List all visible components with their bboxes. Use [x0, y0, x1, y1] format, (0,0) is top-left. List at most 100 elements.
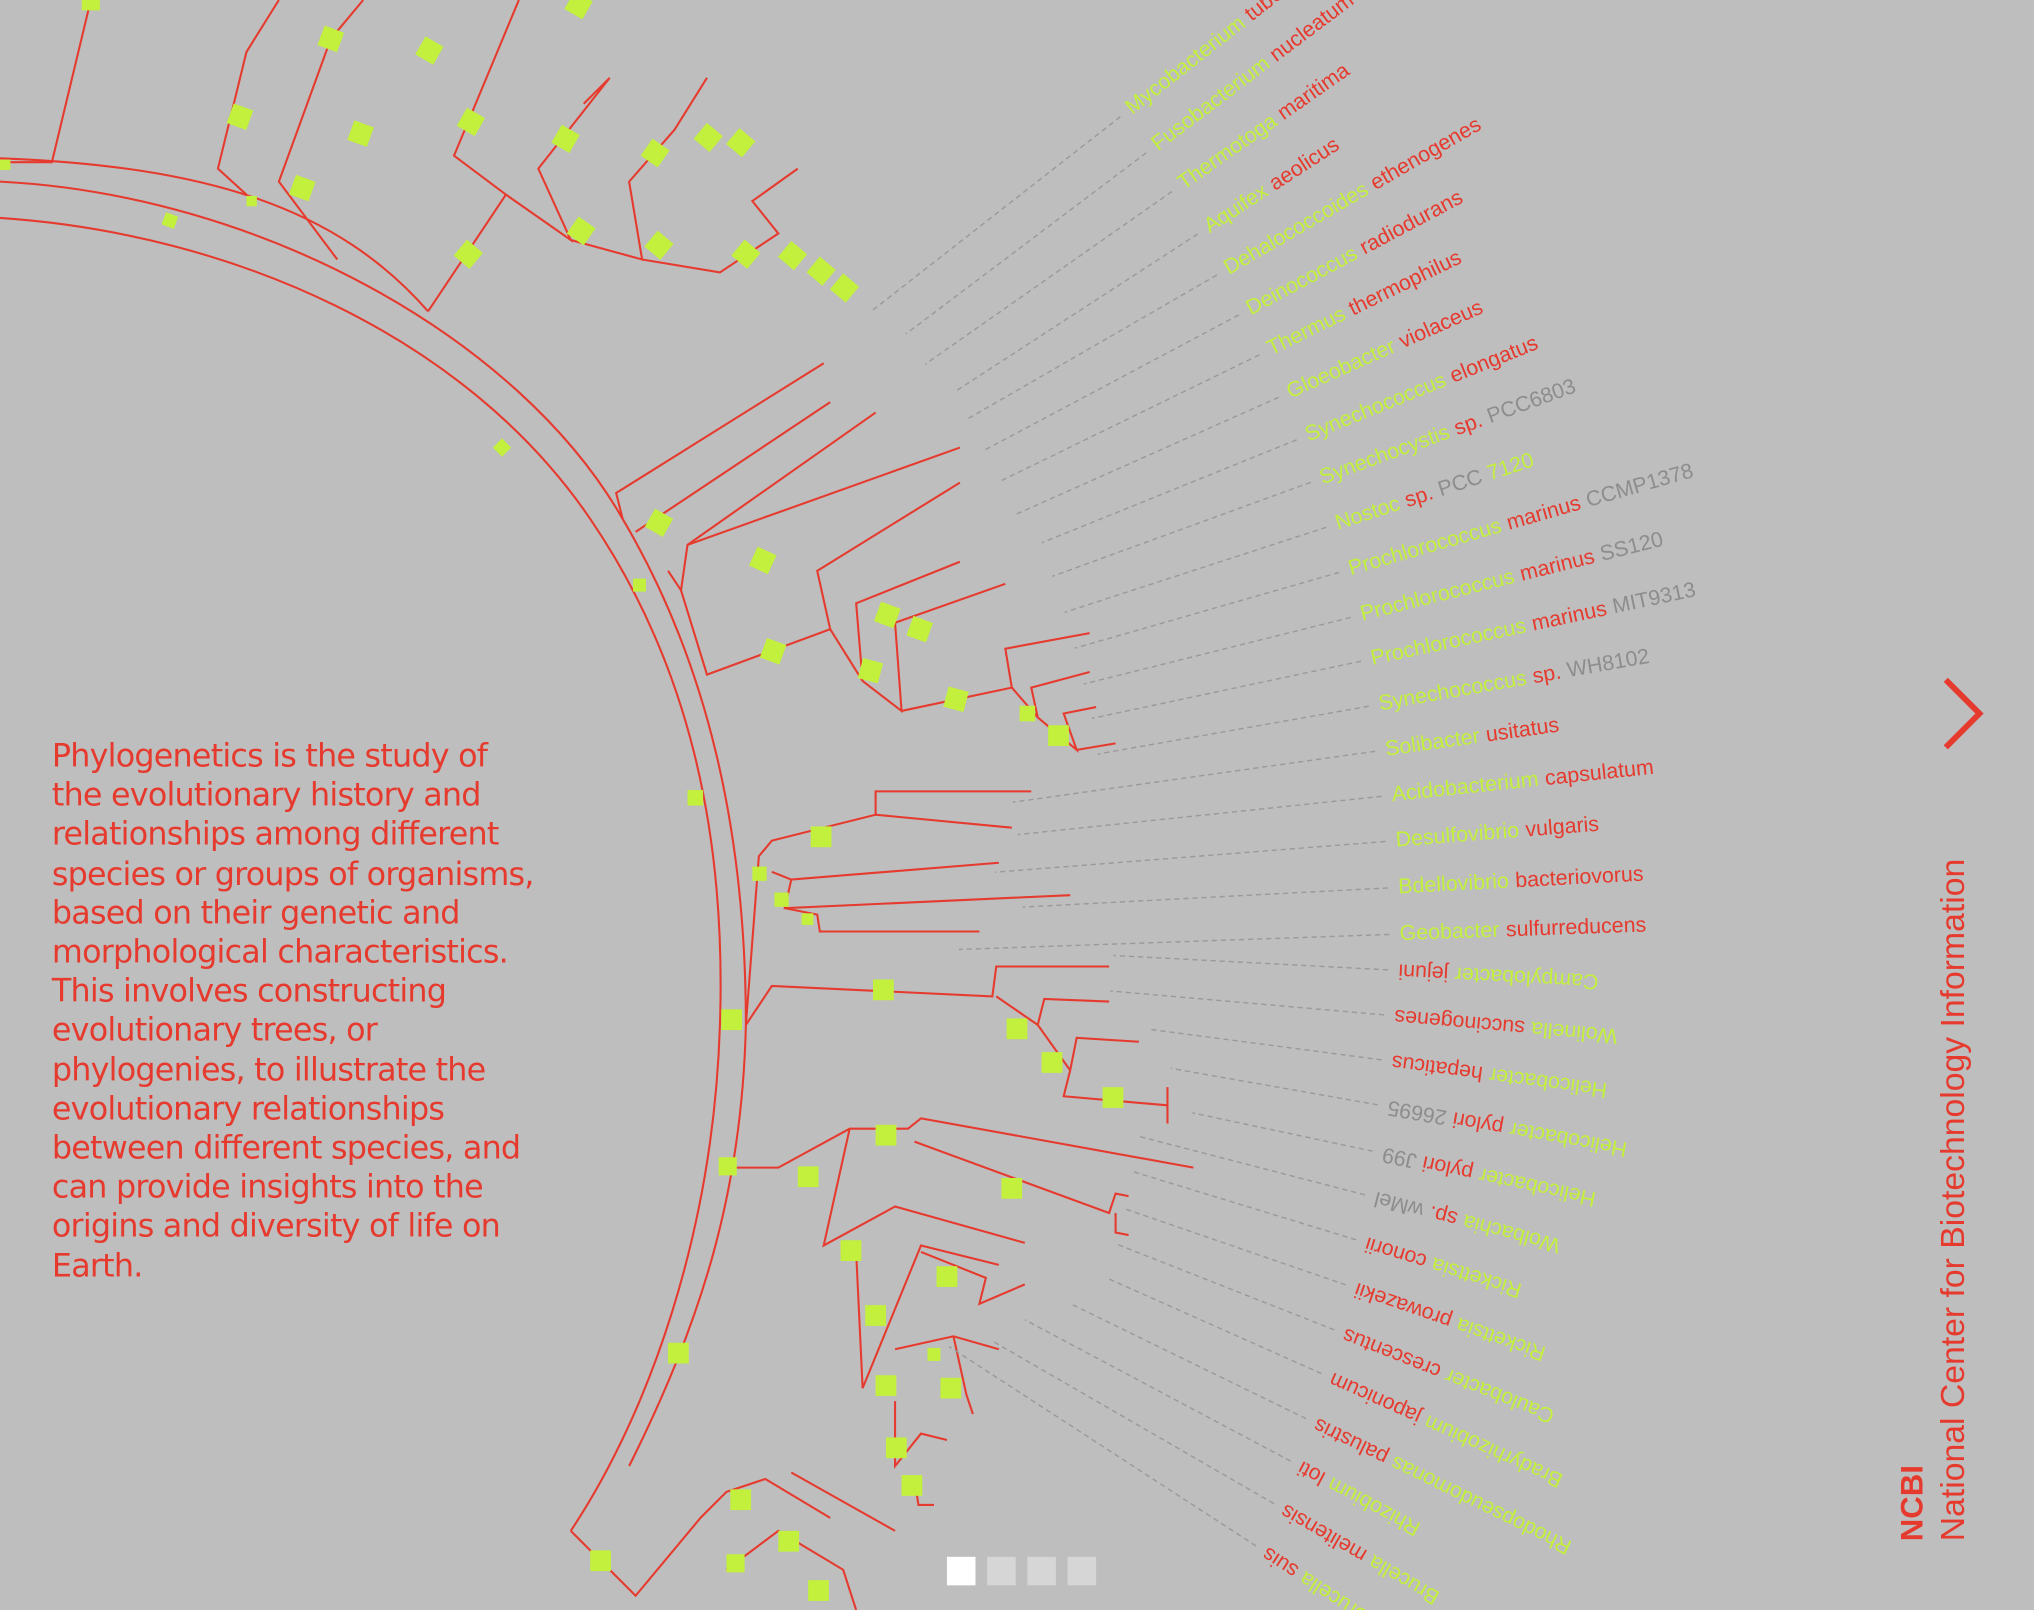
- species-genus: Nostoc: [1332, 491, 1403, 534]
- node-marker: [875, 1375, 897, 1396]
- species-label: Bdellovibrio bacteriovorus: [1398, 861, 1644, 898]
- species-species: japonicum: [1325, 1368, 1425, 1430]
- branch: [822, 1128, 1026, 1248]
- node-marker: [246, 195, 257, 207]
- leader-line: [990, 1339, 1275, 1505]
- species-species: marinus: [1504, 490, 1584, 534]
- species-genus: Prochlorococcus: [1358, 564, 1517, 626]
- leader-line: [1097, 705, 1369, 755]
- leader-line: [1122, 1207, 1346, 1286]
- leader-line: [1114, 1242, 1335, 1331]
- leader-line: [1064, 526, 1327, 614]
- branch: [680, 481, 961, 676]
- branch: [687, 446, 961, 546]
- node-marker: [721, 1009, 742, 1031]
- leader-line: [1170, 1067, 1378, 1106]
- branch: [1011, 671, 1090, 719]
- node-marker: [415, 36, 444, 65]
- species-strain: J99: [1380, 1143, 1419, 1174]
- species-species: crescentus: [1339, 1324, 1444, 1384]
- node-marker: [0, 159, 11, 170]
- node-marker: [857, 658, 884, 684]
- branch: [641, 167, 799, 274]
- species-genus: Helicobacter: [1476, 1163, 1597, 1211]
- node-marker: [885, 1437, 907, 1459]
- species-strain: wMel: [1372, 1187, 1427, 1223]
- branch: [570, 1477, 831, 1598]
- leader-line: [967, 274, 1218, 420]
- page-dot-active[interactable]: [946, 1556, 976, 1586]
- species-species: bacteriovorus: [1515, 861, 1644, 892]
- species-species: violaceus: [1395, 295, 1486, 353]
- page-dot[interactable]: [1067, 1556, 1097, 1586]
- node-marker: [901, 1475, 923, 1496]
- branch: [570, 77, 708, 261]
- species-species: aeolicus: [1264, 132, 1343, 195]
- page-dot[interactable]: [1027, 1556, 1056, 1586]
- node-marker: [730, 1489, 752, 1511]
- leader-line: [1147, 1028, 1382, 1061]
- node-marker: [873, 979, 894, 1001]
- species-genus: Aquifex: [1199, 178, 1272, 237]
- node-marker: [693, 122, 723, 153]
- species-species: pylori: [1420, 1151, 1475, 1185]
- node-marker: [808, 1580, 829, 1601]
- next-arrow[interactable]: [1935, 672, 1987, 755]
- node-marker: [566, 216, 596, 246]
- species-species: elongatus: [1446, 330, 1541, 387]
- species-species: marinus: [1529, 596, 1608, 635]
- node-marker: [806, 256, 836, 286]
- species-strain: MIT9313: [1610, 577, 1698, 618]
- leader-line: [872, 116, 1121, 311]
- species-species: jejuni: [1398, 960, 1450, 987]
- species-species: sp.: [1531, 659, 1563, 688]
- node-marker: [1048, 725, 1069, 746]
- branch: [6, 0, 92, 164]
- branch: [0, 216, 722, 1532]
- species-label: Helicobacterhepaticus: [1390, 1051, 1608, 1103]
- next-arrow-icon: [1943, 677, 1984, 750]
- node-marker: [644, 230, 674, 260]
- node-marker: [829, 273, 860, 303]
- node-marker: [840, 1240, 862, 1262]
- species-species: sp.: [1401, 480, 1436, 512]
- node-marker: [590, 1550, 611, 1572]
- node-marker: [797, 1166, 819, 1188]
- node-marker: [810, 826, 832, 848]
- species-strain: WH8102: [1565, 644, 1651, 682]
- species-genus: Campylobacter: [1454, 963, 1599, 994]
- leader-line: [948, 1346, 1257, 1547]
- leader-line: [1017, 795, 1382, 836]
- species-species: maritima: [1273, 58, 1354, 125]
- branch: [216, 0, 280, 196]
- node-marker: [801, 913, 814, 926]
- species-species: sp.: [1451, 407, 1486, 439]
- branch: [667, 411, 877, 594]
- leader-line: [1000, 354, 1260, 482]
- species-species: ethenogenes: [1366, 112, 1485, 195]
- leader-line: [1113, 954, 1389, 971]
- node-marker: [1041, 1052, 1063, 1073]
- leader-line: [1074, 571, 1340, 649]
- leader-line: [994, 840, 1386, 873]
- species-species: loti: [1294, 1457, 1329, 1491]
- branch: [725, 1471, 896, 1610]
- node-marker: [718, 1157, 737, 1176]
- species-genus: Helicobacter: [1507, 1118, 1628, 1162]
- species-species: hepaticus: [1390, 1051, 1484, 1087]
- species-species: succinogenes: [1393, 1005, 1525, 1040]
- species-genus: Geobacter: [1399, 917, 1500, 944]
- leader-line: [955, 233, 1199, 392]
- species-label: Geobacter sulfurreducens: [1399, 912, 1646, 945]
- node-marker: [633, 578, 647, 592]
- branch: [914, 1140, 1129, 1237]
- leader-line: [905, 152, 1147, 335]
- node-marker: [551, 124, 580, 153]
- branch: [0, 157, 429, 313]
- node-marker: [644, 508, 674, 538]
- species-label: Wolinellasuccinogenes: [1393, 1005, 1618, 1048]
- node-marker: [492, 438, 512, 457]
- page-dot[interactable]: [987, 1556, 1016, 1586]
